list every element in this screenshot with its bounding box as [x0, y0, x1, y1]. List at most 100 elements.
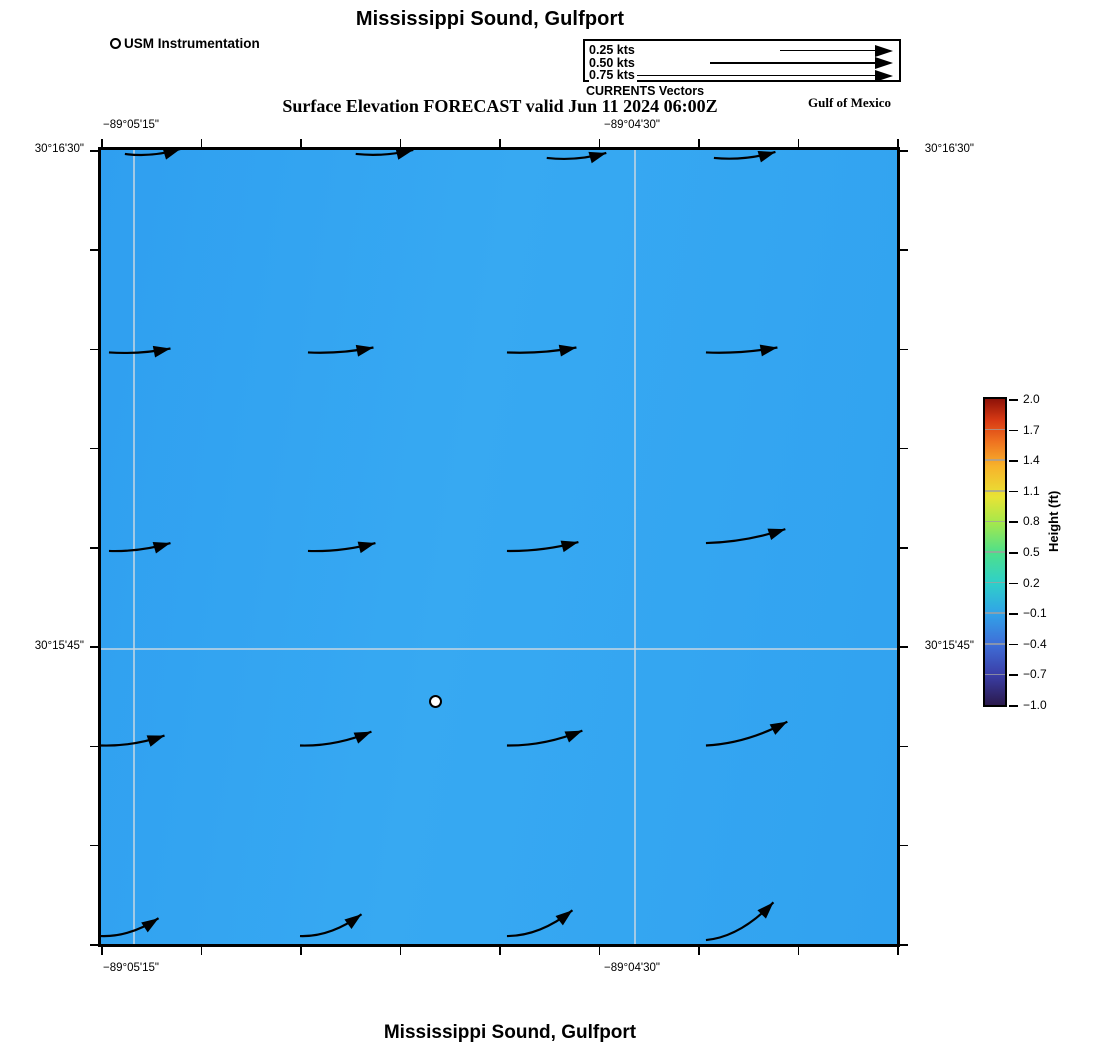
- colorbar-tick-label: −0.1: [1023, 606, 1047, 621]
- colorbar-tick: [1009, 429, 1018, 432]
- gridline-vertical: [133, 150, 135, 944]
- current-vector-arrowhead: [757, 902, 774, 919]
- current-vector-arrowhead: [759, 344, 778, 357]
- axis-tick-bottom: [797, 947, 800, 955]
- currents-legend-label: 0.75 kts: [589, 68, 637, 82]
- open-circle-icon: [110, 38, 121, 49]
- current-vector-arrowhead: [152, 542, 171, 554]
- axis-tick-top: [300, 139, 302, 147]
- colorbar-tick: [1009, 674, 1018, 676]
- currents-legend-row: 0.25 kts: [585, 44, 899, 57]
- currents-legend-shaft: [780, 49, 875, 52]
- currents-legend-shaft: [710, 62, 875, 64]
- axis-label-longitude-top: −89°05'15": [103, 119, 159, 131]
- current-vector-arrowhead: [152, 345, 171, 358]
- axis-label-latitude-left: 30°16'30": [34, 143, 84, 155]
- colorbar-tick: [1009, 643, 1018, 646]
- axis-tick-right: [900, 944, 908, 946]
- axis-tick-top: [200, 139, 203, 147]
- axis-tick-left: [90, 447, 98, 450]
- axis-tick-top: [897, 139, 899, 147]
- current-vector-arrowhead: [555, 910, 573, 926]
- colorbar-tick-label: 2.0: [1023, 392, 1040, 406]
- currents-vector-field: [101, 150, 788, 942]
- colorbar-tick-label: 1.1: [1023, 483, 1040, 498]
- axis-tick-left: [90, 547, 98, 549]
- axis-tick-left: [90, 646, 98, 648]
- axis-tick-left: [90, 745, 98, 748]
- current-vector-arrowhead: [353, 731, 372, 744]
- axis-tick-left: [90, 348, 98, 351]
- colorbar-minor-line: [985, 673, 1005, 676]
- current-vector-arrowhead: [355, 344, 374, 357]
- colorbar-tick-label: 1.7: [1023, 422, 1040, 437]
- colorbar-tick-label: 0.5: [1023, 545, 1040, 559]
- axis-tick-left: [90, 944, 98, 946]
- axis-tick-top: [399, 139, 402, 147]
- colorbar-tick: [1009, 399, 1018, 401]
- current-vector-arrowhead: [162, 150, 181, 160]
- currents-vector-legend: 0.25 kts 0.50 kts 0.75 kts: [583, 39, 901, 82]
- axis-tick-bottom: [399, 947, 402, 955]
- currents-legend-shaft: [635, 74, 875, 77]
- map-plot-area[interactable]: [98, 147, 900, 947]
- colorbar-tick-label: −0.4: [1023, 636, 1047, 651]
- colorbar-minor-line: [985, 612, 1005, 614]
- footer-title: Mississippi Sound, Gulfport: [383, 1022, 637, 1043]
- current-vector-arrowhead: [146, 735, 165, 747]
- axis-tick-right: [900, 844, 908, 847]
- axis-tick-bottom: [101, 947, 103, 955]
- current-vector-arrowhead: [357, 541, 376, 554]
- colorbar-axis-title: Height (ft): [1046, 490, 1061, 552]
- axis-tick-top: [698, 139, 700, 147]
- colorbar-tick: [1009, 552, 1018, 554]
- axis-label-latitude-right: 30°15'45": [924, 640, 974, 652]
- colorbar-tick-label: −1.0: [1023, 698, 1047, 712]
- axis-tick-left: [90, 249, 98, 251]
- colorbar-minor-line: [985, 428, 1005, 431]
- axis-tick-right: [900, 547, 908, 549]
- axis-tick-right: [900, 150, 908, 152]
- axis-tick-right: [900, 249, 908, 251]
- colorbar-tick: [1009, 521, 1018, 523]
- colorbar-tick-label: −0.7: [1023, 667, 1047, 682]
- currents-legend-label: 0.50 kts: [589, 55, 637, 70]
- forecast-subtitle: Surface Elevation FORECAST valid Jun 11 …: [282, 96, 718, 116]
- axis-tick-top: [797, 139, 800, 147]
- region-label: Gulf of Mexico: [808, 95, 892, 110]
- currents-legend-arrowhead: [875, 44, 893, 57]
- axis-label-latitude-right: 30°16'30": [924, 143, 974, 155]
- axis-tick-bottom: [897, 947, 899, 955]
- axis-label-longitude-top: −89°04'30": [604, 119, 660, 131]
- currents-legend-label: 0.25 kts: [589, 43, 637, 57]
- current-vector-arrowhead: [560, 540, 579, 553]
- current-vector-arrowhead: [141, 918, 159, 933]
- currents-legend-arrowhead: [875, 69, 893, 82]
- currents-legend-caption: CURRENTS Vectors: [586, 84, 705, 98]
- currents-legend-arrowhead: [875, 57, 893, 69]
- axis-tick-top: [101, 139, 103, 147]
- currents-legend-row: 0.50 kts: [585, 55, 899, 70]
- usm-station-marker[interactable]: [428, 694, 442, 708]
- axis-tick-left: [90, 150, 98, 152]
- current-vector-arrowhead: [564, 730, 583, 743]
- current-vector-arrowhead: [395, 150, 414, 160]
- axis-tick-top: [598, 139, 601, 147]
- colorbar-tick-label: 1.4: [1023, 453, 1040, 468]
- axis-tick-bottom: [200, 947, 203, 955]
- usm-instrumentation-label: USM Instrumentation: [124, 36, 260, 51]
- axis-tick-right: [900, 745, 908, 748]
- current-vector-arrowhead: [757, 150, 776, 163]
- colorbar-tick: [1009, 582, 1018, 585]
- axis-tick-left: [90, 844, 98, 847]
- axis-tick-right: [900, 646, 908, 648]
- usm-instrumentation-key: USM Instrumentation: [110, 36, 260, 51]
- currents-legend-row: 0.75 kts: [585, 69, 899, 82]
- axis-tick-right: [900, 348, 908, 351]
- current-vector-arrowhead: [767, 528, 786, 541]
- colorbar-tick-label: 0.2: [1023, 575, 1040, 590]
- colorbar[interactable]: [983, 397, 1007, 707]
- axis-label-longitude-bottom: −89°05'15": [103, 962, 159, 974]
- colorbar-tick-label: 0.8: [1023, 514, 1040, 529]
- colorbar-tick: [1009, 490, 1018, 493]
